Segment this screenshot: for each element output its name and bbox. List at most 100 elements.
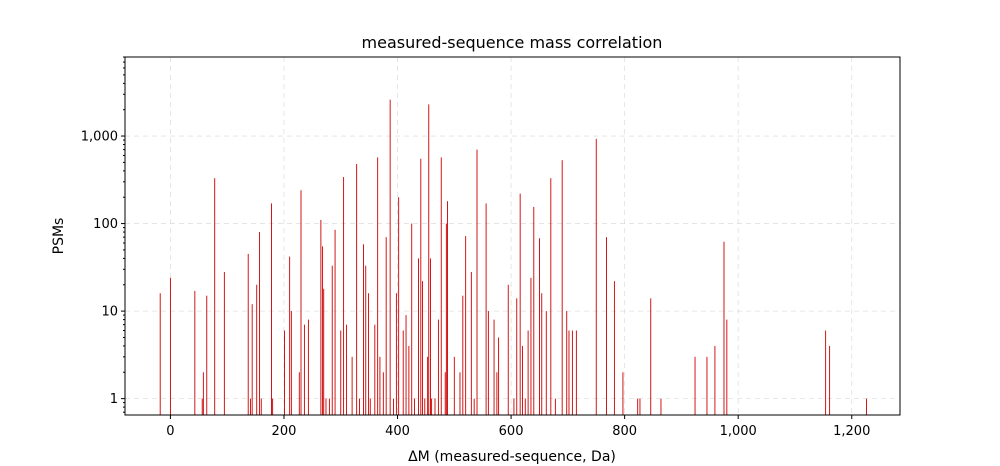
bar [465,236,467,415]
bar [424,398,426,415]
bar [516,298,518,415]
bar [284,330,285,415]
bar [462,295,464,415]
bar [606,237,607,415]
bar [290,311,292,415]
bar [260,398,262,415]
bar [374,324,376,415]
x-tick-label: 1,000 [720,424,757,439]
bar [459,372,461,415]
bar [507,284,509,415]
bar [650,298,652,415]
bar [323,288,325,415]
bar [430,258,431,415]
bar [206,295,208,415]
bar [554,398,556,415]
bar [303,324,305,415]
bar [493,319,495,415]
bar [427,356,429,415]
bar [639,398,641,415]
bar [613,281,615,415]
x-axis-ticks: 0 200 400 600 800 1,000 1,200 [166,415,870,439]
bar [637,398,639,415]
bar [539,238,540,415]
x-tick-label: 600 [499,424,524,439]
bar [247,253,249,415]
bar [411,223,413,415]
bar [447,201,448,415]
bar [445,223,447,415]
bar [473,398,475,415]
bar [356,163,358,415]
bar [194,290,196,415]
bar [365,265,367,415]
bar [622,372,624,415]
bar [714,345,716,415]
bar [496,372,498,415]
bar [345,324,347,415]
y-tick-label: 10 [101,305,118,320]
bar [521,345,523,415]
x-tick-label: 800 [612,424,637,439]
bar [300,190,302,415]
bar [440,157,442,415]
bar [422,281,423,415]
bar [533,206,535,415]
bar [389,99,391,415]
bar [322,246,324,415]
bar [431,398,433,415]
bar [660,398,662,415]
bar [393,398,394,415]
bar [395,293,397,415]
bar [223,271,225,415]
bar [259,232,261,415]
bar [530,277,532,415]
bar [550,178,552,415]
bar [541,293,543,415]
bar [382,372,384,415]
bar [408,345,410,415]
bar [328,398,330,415]
bar [723,241,725,415]
bar [545,311,547,415]
bar [825,330,827,415]
bar [575,330,577,415]
plot-frame [124,56,901,416]
bar [385,237,387,415]
bar [331,265,333,415]
bar [398,197,400,415]
y-tick-label: 1,000 [81,130,118,145]
bar [414,398,416,415]
bar [428,104,430,415]
bar [320,219,322,415]
bar [571,330,573,415]
y-axis-ticks: 1 10 100 1,000 [81,56,125,413]
x-tick-label: 200 [272,424,297,439]
bar [368,293,370,415]
bar [595,138,597,416]
bar [420,158,422,415]
bar [527,330,529,415]
bar [694,356,696,415]
x-tick-label: 1,200 [833,424,870,439]
bar [159,293,161,415]
bar [453,356,455,415]
y-axis-label: PSMs [51,218,67,255]
bar [325,398,327,415]
x-tick-label: 0 [166,424,174,439]
bar [214,178,216,415]
bar [568,330,570,415]
bar [444,372,446,415]
bar [434,398,436,415]
bar [513,398,515,415]
bar [250,398,251,415]
bar [418,258,419,415]
bar [202,372,204,415]
bar [470,271,472,415]
bar [334,229,336,415]
bar [251,304,253,415]
bar [307,319,309,415]
bar [340,330,342,415]
chart-title: measured-sequence mass correlation [362,33,663,52]
bar [359,398,360,415]
